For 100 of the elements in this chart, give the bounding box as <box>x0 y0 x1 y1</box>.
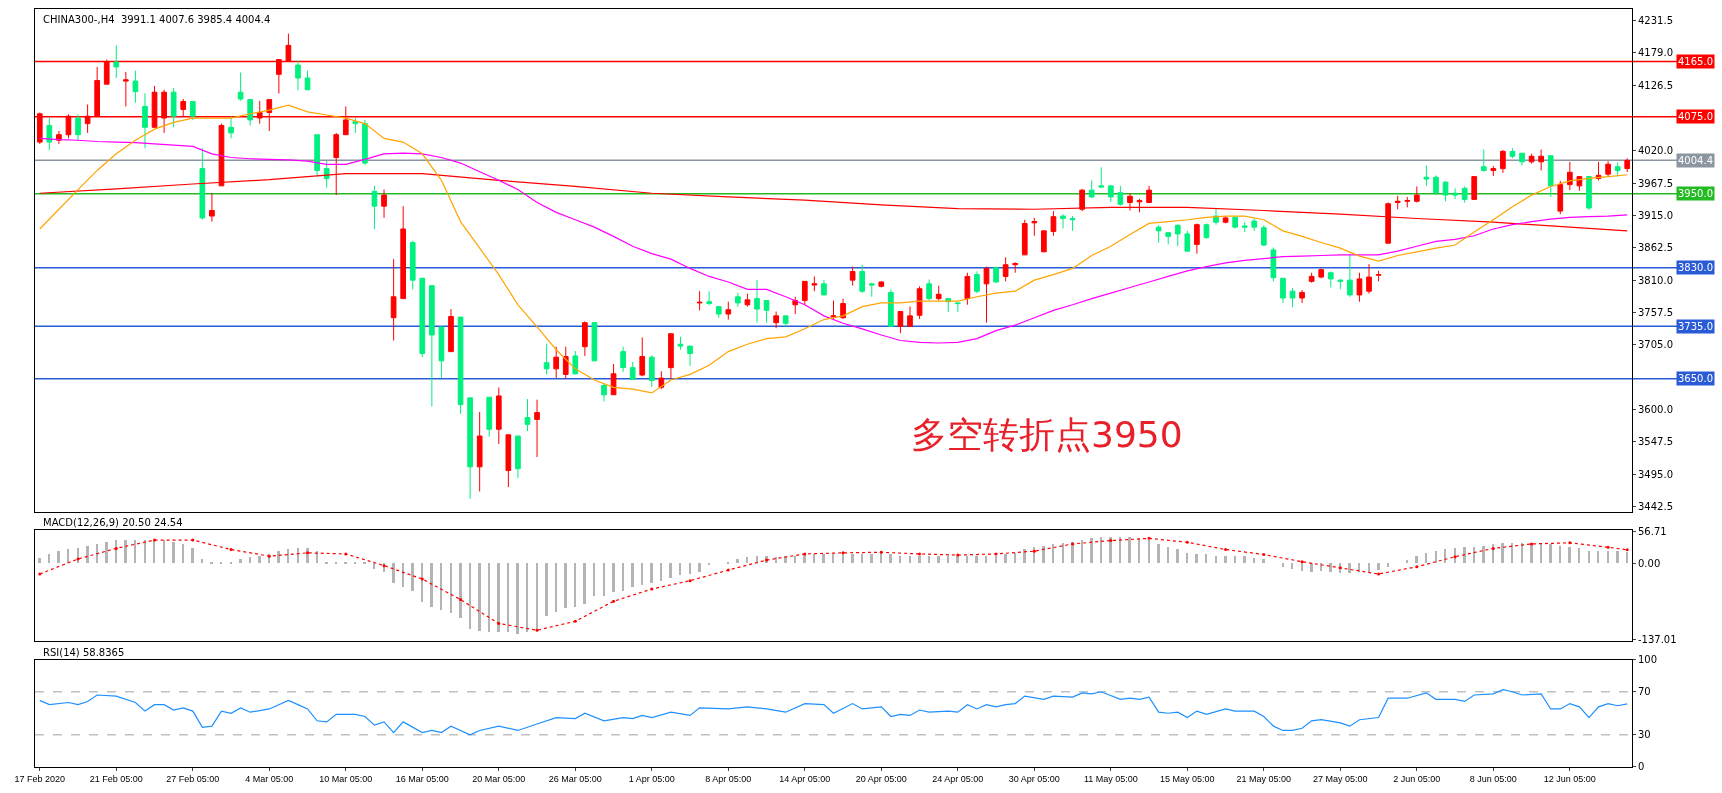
y-tick-label: 3442.5 <box>1638 501 1673 513</box>
candlestick <box>715 306 722 319</box>
candlestick <box>199 147 206 221</box>
bar <box>1616 551 1619 564</box>
candlestick <box>1031 217 1038 237</box>
y-tick-label: 3705.0 <box>1638 339 1673 351</box>
candlestick <box>1586 175 1592 211</box>
bar <box>1023 549 1026 564</box>
candlestick <box>209 192 215 223</box>
candlestick <box>1002 256 1009 282</box>
candlestick <box>677 336 684 351</box>
bar <box>1062 543 1064 564</box>
bar <box>1578 548 1580 564</box>
candlestick <box>801 280 808 306</box>
bar <box>201 559 203 564</box>
bar <box>727 562 729 565</box>
ref-line-label: 3830.0 <box>1678 262 1713 273</box>
bar <box>153 540 155 564</box>
bar <box>1081 540 1083 564</box>
x-tick-label: 20 Apr 05:00 <box>855 773 907 784</box>
y-tick-label: 3862.5 <box>1638 242 1673 254</box>
bar <box>975 556 978 564</box>
x-tick-label: 17 Feb 2020 <box>14 773 66 784</box>
bar <box>1176 549 1179 564</box>
x-tick-label: 20 Mar 05:00 <box>472 773 526 784</box>
candlestick <box>1471 176 1478 200</box>
candlestick <box>419 277 426 358</box>
bar <box>1511 543 1513 564</box>
bar <box>937 556 940 564</box>
bar <box>1406 560 1408 564</box>
bar <box>86 546 89 564</box>
bar <box>144 540 146 564</box>
x-tick-label: 30 Apr 05:00 <box>1008 773 1060 784</box>
candlestick <box>1433 174 1439 196</box>
candlestick <box>868 282 875 298</box>
bar <box>641 563 643 586</box>
bar <box>593 563 595 597</box>
candlestick <box>859 264 866 294</box>
candlestick <box>1107 185 1114 203</box>
candlestick <box>237 71 244 102</box>
candlestick <box>582 320 588 357</box>
bar <box>947 556 949 564</box>
bar <box>1253 558 1255 564</box>
bar <box>469 563 471 630</box>
bar <box>660 563 662 582</box>
bar <box>96 544 98 564</box>
bar <box>478 563 481 632</box>
candlestick <box>1413 185 1420 203</box>
candlestick <box>964 272 971 306</box>
bar <box>985 556 987 564</box>
bar <box>1588 551 1590 564</box>
bar <box>1435 551 1437 564</box>
x-tick-label: 10 Mar 05:00 <box>319 773 373 784</box>
bar <box>411 563 414 592</box>
line-series <box>39 104 1628 394</box>
bar <box>1109 537 1112 564</box>
bar <box>230 562 232 565</box>
bar <box>363 562 366 565</box>
bar <box>1243 556 1246 564</box>
x-tick-label: 24 Apr 05:00 <box>932 773 984 784</box>
candlestick <box>553 346 560 379</box>
candlestick <box>974 271 980 294</box>
bar <box>459 563 462 619</box>
bar <box>134 540 136 564</box>
bar <box>354 562 356 565</box>
candlestick <box>543 343 550 375</box>
candlestick <box>629 361 636 380</box>
candlestick <box>773 311 779 329</box>
candlestick <box>1289 287 1296 308</box>
bar <box>899 556 901 564</box>
bar <box>545 563 548 617</box>
candlestick <box>314 134 320 178</box>
bar <box>182 544 184 564</box>
bar <box>48 554 50 564</box>
candlestick <box>390 258 397 342</box>
bar <box>851 554 854 564</box>
y-tick-label: -137.01 <box>1638 634 1677 646</box>
bar <box>220 562 222 565</box>
bar <box>822 554 825 564</box>
candlestick <box>1500 149 1506 174</box>
candlestick <box>696 290 703 311</box>
bar <box>392 563 395 584</box>
bar <box>909 556 911 564</box>
bar <box>1540 543 1542 564</box>
candlestick <box>897 311 904 334</box>
candlestick <box>1461 185 1468 203</box>
bar <box>1473 547 1475 564</box>
bar <box>526 563 528 633</box>
candlestick <box>409 240 416 290</box>
candlestick <box>476 411 483 492</box>
candlestick <box>123 71 129 107</box>
y-tick-label: 3547.5 <box>1638 436 1673 448</box>
bar <box>1052 544 1054 564</box>
line-series <box>39 537 1628 631</box>
candlestick <box>75 113 81 141</box>
candlestick <box>1232 215 1238 229</box>
candlestick <box>46 117 53 151</box>
candlestick <box>878 280 885 289</box>
candlestick <box>132 70 139 104</box>
candlestick <box>1174 224 1181 247</box>
